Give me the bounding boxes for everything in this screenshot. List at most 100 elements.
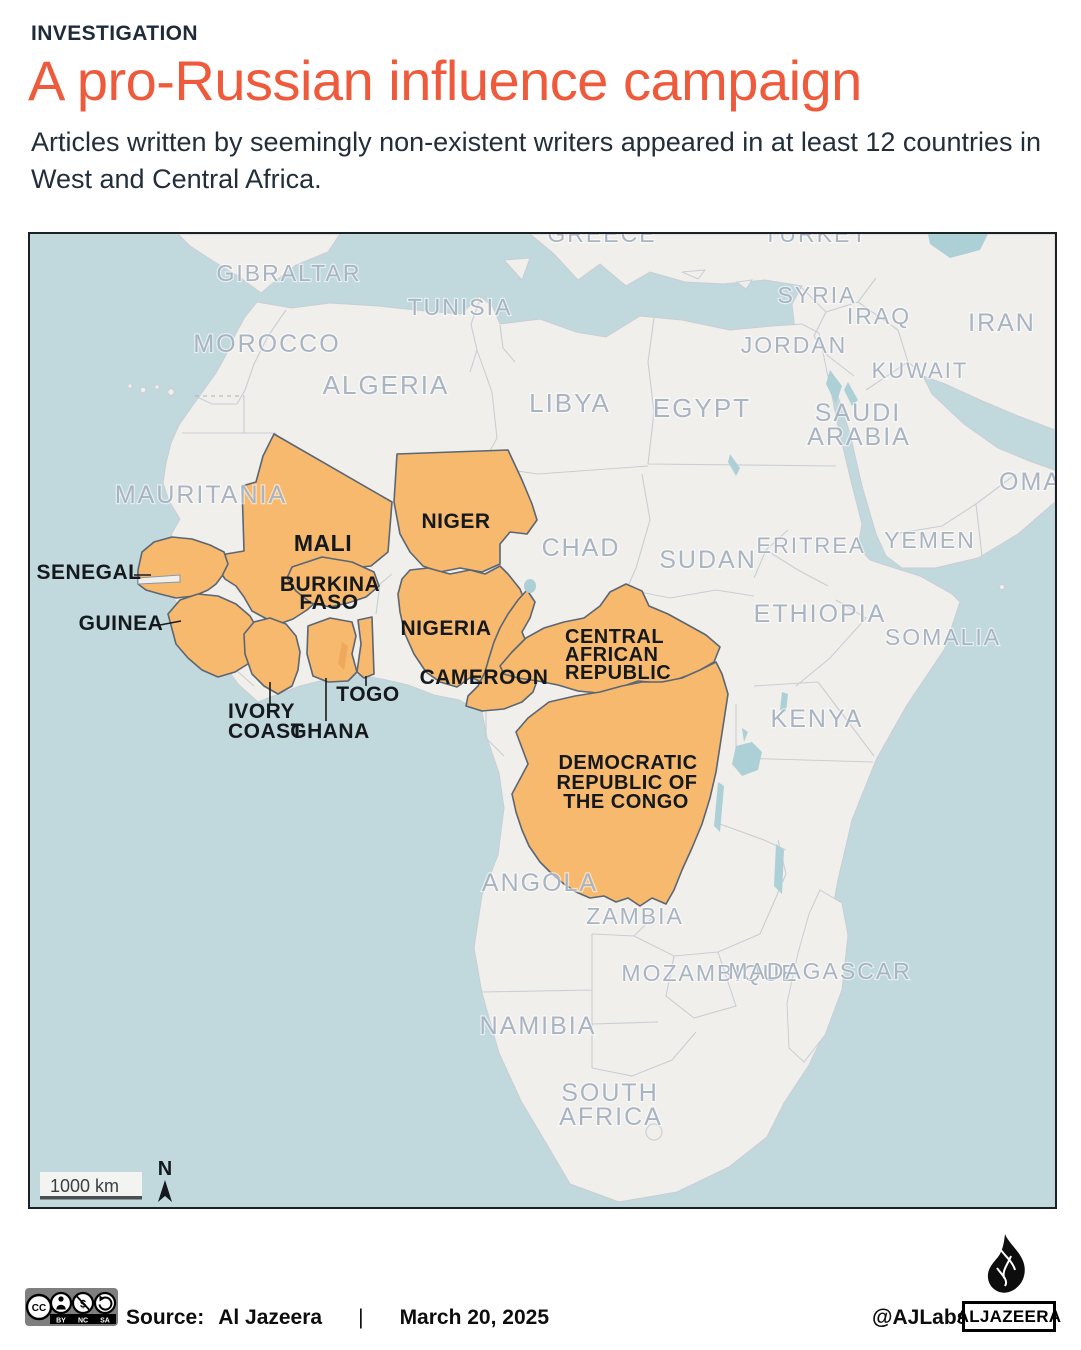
- label-libya: LIBYA: [529, 388, 611, 418]
- date: March 20, 2025: [399, 1306, 549, 1329]
- context-labels: GREECE TURKEY GIBRALTAR TUNISIA MOROCCO …: [114, 234, 1055, 1132]
- lake-volta: [338, 642, 348, 670]
- label-drc-line2: REPUBLIC OF: [556, 772, 697, 794]
- label-ethiopia: ETHIOPIA: [754, 600, 887, 628]
- lake-malawi: [774, 844, 784, 894]
- al-jazeera-flame-logo: [987, 1234, 1025, 1293]
- country-borders: [182, 277, 1017, 1141]
- label-south-africa-line1: SOUTH: [561, 1079, 659, 1107]
- cyprus-island: [735, 279, 754, 290]
- label-syria: SYRIA: [777, 282, 856, 308]
- label-eritrea: ERITREA: [756, 533, 865, 558]
- flame-calligraphy: [996, 1249, 1016, 1287]
- ajlabs-handle: @AJLabs: [872, 1306, 969, 1329]
- country-burkina-faso: [286, 556, 380, 608]
- lake-chad: [524, 579, 536, 593]
- country-central-african-republic: [499, 583, 721, 694]
- label-angola: ANGOLA: [482, 869, 598, 897]
- label-turkey: TURKEY: [763, 234, 868, 247]
- label-burkina-faso-line1: BURKINA: [280, 573, 380, 596]
- map-canvas: GREECE TURKEY GIBRALTAR TUNISIA MOROCCO …: [30, 234, 1055, 1207]
- eurasia-land: [529, 234, 1055, 569]
- lake-turkana: [780, 692, 788, 712]
- label-mauritania: MAURITANIA: [115, 481, 287, 509]
- label-mali: MALI: [294, 530, 352, 556]
- label-zambia: ZAMBIA: [586, 903, 684, 929]
- cc-by-icon: [49, 1291, 73, 1315]
- label-kuwait: KUWAIT: [872, 358, 969, 383]
- label-nigeria: NIGERIA: [400, 617, 491, 640]
- country-cameroon: [465, 589, 539, 712]
- lake-tanganyika: [714, 782, 724, 832]
- scale-bar-line: [40, 1196, 142, 1200]
- subtitle: Articles written by seemingly non-existe…: [31, 127, 1041, 194]
- label-namibia: NAMIBIA: [480, 1012, 597, 1040]
- lake-victoria: [732, 742, 762, 776]
- scale-bar-box: [40, 1172, 142, 1198]
- cc-nc-label: NC: [78, 1318, 88, 1325]
- label-niger: NIGER: [421, 510, 490, 533]
- label-guinea: GUINEA: [79, 612, 164, 635]
- lake-nasser: [728, 454, 740, 476]
- gambia-sliver: [137, 574, 181, 585]
- highlight-labels: SENEGAL GUINEA MALI BURKINA FASO NIGER N…: [36, 510, 697, 813]
- separator: |: [358, 1306, 364, 1329]
- label-car-line1: CENTRAL: [565, 626, 664, 648]
- label-madagascar: MADAGASCAR: [728, 958, 912, 984]
- label-algeria: ALGERIA: [323, 370, 450, 400]
- label-kenya: KENYA: [771, 705, 864, 733]
- leader-lines: [134, 574, 367, 721]
- label-ivory-coast-line2: COAST: [228, 720, 304, 743]
- cc-by-label: BY: [56, 1318, 66, 1325]
- lake-albert: [742, 728, 748, 742]
- socotra-island: [999, 584, 1005, 590]
- cc-by-person-head: [58, 1296, 64, 1302]
- label-saudi-arabia-line1: SAUDI: [815, 399, 901, 427]
- cc-by-person-body: [56, 1304, 66, 1310]
- label-drc-line3: THE CONGO: [563, 791, 689, 813]
- north-arrow-label: N: [158, 1158, 172, 1180]
- cc-license-badge: CC $ BY NC SA: [25, 1288, 118, 1326]
- label-car-line2: AFRICAN: [565, 644, 659, 666]
- africa-map: GREECE TURKEY GIBRALTAR TUNISIA MOROCCO …: [28, 232, 1057, 1209]
- label-iraq: IRAQ: [847, 303, 911, 329]
- label-somalia: SOMALIA: [885, 624, 1001, 650]
- cc-nc-slash: [76, 1295, 90, 1311]
- label-greece: GREECE: [547, 234, 656, 247]
- country-ivory-coast: [243, 617, 301, 695]
- sicily-island: [502, 257, 531, 281]
- country-togo: [356, 616, 375, 679]
- kicker: INVESTIGATION: [31, 22, 198, 45]
- label-egypt: EGYPT: [653, 393, 751, 423]
- caspian-sea: [928, 234, 988, 258]
- cc-nc-dollar: $: [80, 1299, 86, 1311]
- cc-sa-arrowhead: [99, 1295, 105, 1302]
- scale-bar-label: 1000 km: [50, 1176, 119, 1196]
- label-jordan: JORDAN: [741, 332, 848, 358]
- al-jazeera-wordmark: ALJAZEERA: [957, 1301, 1061, 1332]
- scale-bar: 1000 km: [40, 1172, 142, 1200]
- country-niger: [393, 449, 538, 573]
- iberia-land: [177, 234, 341, 294]
- crete-island: [681, 269, 707, 280]
- madagascar-island: [786, 889, 849, 1063]
- label-yemen: YEMEN: [884, 527, 976, 553]
- gulf-of-aqaba: [844, 382, 858, 406]
- cc-badge-strip: [50, 1314, 116, 1324]
- label-mozambique: MOZAMBIQUE: [621, 960, 798, 986]
- source-value: Al Jazeera: [218, 1306, 323, 1329]
- cc-icon-text: CC: [32, 1303, 46, 1314]
- label-gibraltar: GIBRALTAR: [217, 260, 362, 286]
- canary-island: [139, 386, 147, 394]
- label-chad: CHAD: [542, 534, 621, 562]
- label-morocco: MOROCCO: [193, 330, 340, 358]
- canary-island: [127, 383, 133, 389]
- label-sudan: SUDAN: [659, 546, 757, 574]
- country-ghana: [306, 617, 358, 683]
- country-drc: [511, 661, 729, 907]
- source-line: Source: Al Jazeera | March 20, 2025: [126, 1306, 549, 1330]
- label-ivory-coast-line1: IVORY: [228, 700, 295, 723]
- label-tunisia: TUNISIA: [408, 294, 513, 320]
- flame-shape: [987, 1234, 1025, 1293]
- label-senegal: SENEGAL: [36, 561, 141, 584]
